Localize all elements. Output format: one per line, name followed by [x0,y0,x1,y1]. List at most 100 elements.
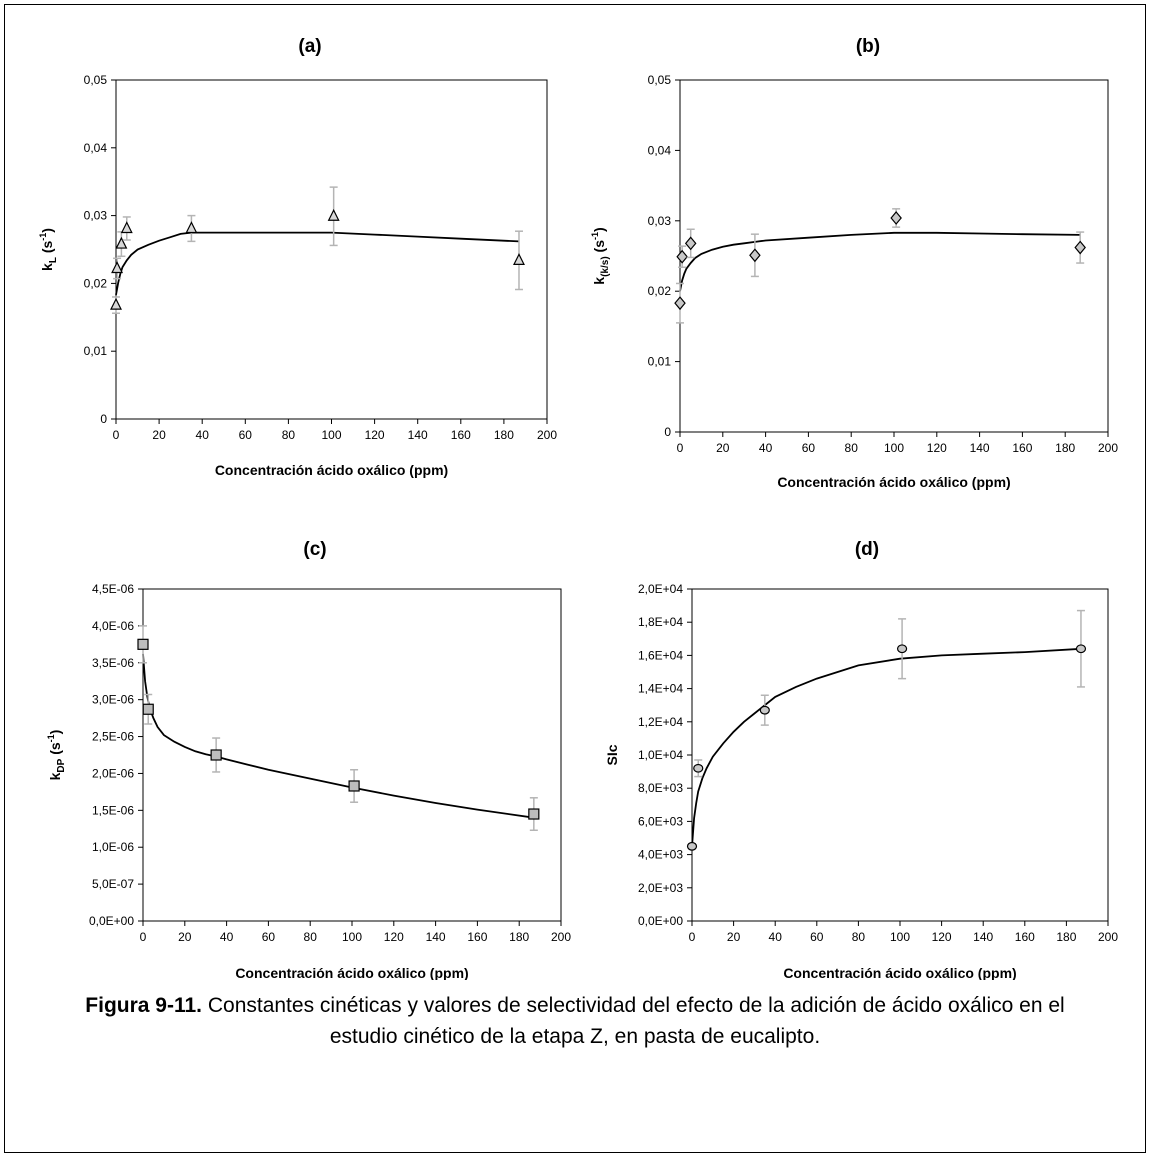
x-tick-label: 160 [451,428,471,442]
x-tick-label: 160 [1012,441,1032,455]
y-label-subscript: DP [56,758,67,772]
y-label-unit: (s [591,240,607,257]
x-tick-label: 20 [716,441,730,455]
x-tick-label: 140 [970,441,990,455]
x-tick-label: 140 [408,428,428,442]
x-tick-label: 20 [727,930,741,944]
x-tick-label: 80 [282,428,296,442]
y-tick-label: 2,5E-06 [92,730,134,744]
y-label-base: SIc [604,744,620,765]
x-tick-label: 0 [113,428,120,442]
y-tick-label: 1,2E+04 [638,715,683,729]
fit-curve [142,653,534,819]
data-point-triangle [115,236,128,249]
x-tick-label: 120 [927,441,947,455]
x-tick-label: 120 [384,930,404,944]
y-tick-label: 0,02 [84,276,108,290]
data-point-triangle [327,208,340,221]
data-point-circle [686,841,698,851]
x-tick-label: 100 [884,441,904,455]
y-label-base: k [39,263,55,271]
data-point-square [348,780,360,792]
y-tick-label: 5,0E-07 [92,877,134,891]
y-tick-label: 2,0E+03 [638,881,683,895]
x-tick-label: 40 [759,441,773,455]
chart-c: (c) 0 20 40 60 80 100 120 140 160 180 200 0,0E+00 5,0… [46,539,571,980]
y-tick-label: 1,6E+04 [638,648,683,662]
x-tick-label: 100 [321,428,341,442]
caption-text: Constantes cinéticas y valores de select… [207,994,1065,1048]
data-point-diamond [890,211,902,225]
chart-title: (b) [856,36,880,57]
data-point-circle [1075,644,1087,654]
data-point-diamond [674,296,686,311]
x-tick-label: 140 [973,930,993,944]
y-axis-label: kDP (s-1) [46,730,67,781]
y-axis-label: kL (s-1) [38,228,59,271]
data-point-circle [896,644,908,654]
y-tick-label: 1,0E-06 [92,840,134,854]
chart-title: (d) [855,539,879,560]
y-label-unit: (s [39,241,55,258]
y-label-superscript: -1 [38,233,48,241]
chart-title: (a) [298,36,321,57]
y-tick-label: 1,4E+04 [638,682,683,696]
plot-area [115,79,548,420]
y-label-unit: (s [47,742,63,759]
y-tick-label: 4,0E+03 [638,848,683,862]
x-tick-label: 40 [220,930,234,944]
x-tick-label: 40 [196,428,210,442]
charts-canvas: (a)0 20 40 60 80 100 120 140 160 180 20000,010,020… [38,36,1118,980]
data-point-square [528,808,540,820]
data-point-triangle [185,221,198,234]
y-label-base: k [47,772,63,780]
x-tick-label: 60 [262,930,276,944]
y-label-close: ) [47,730,63,735]
figure-caption: Figura 9-11. Constantes cinéticas y valo… [60,990,1090,1052]
x-tick-label: 120 [365,428,385,442]
y-tick-label: 0,02 [648,284,672,298]
y-tick-label: 0,03 [84,209,108,223]
y-tick-label: 3,5E-06 [92,656,134,670]
x-tick-label: 0 [689,930,696,944]
x-tick-label: 200 [551,930,571,944]
x-tick-label: 180 [509,930,529,944]
x-tick-label: 100 [890,930,910,944]
data-point-diamond [749,248,761,263]
figure-frame [4,4,1146,1153]
data-point-square [137,638,149,650]
x-tick-label: 160 [1015,930,1035,944]
data-point-square [210,749,222,761]
y-tick-label: 0 [664,425,671,439]
chart-title: (c) [303,539,326,560]
x-tick-label: 140 [426,930,446,944]
data-point-circle [759,705,770,715]
y-label-superscript: -1 [46,734,56,742]
y-tick-label: 1,8E+04 [638,615,683,629]
data-point-triangle [120,221,133,234]
x-axis-label: Concentración ácido oxálico (ppm) [783,965,1016,980]
x-tick-label: 60 [810,930,824,944]
y-tick-label: 6,0E+03 [638,814,683,828]
x-tick-label: 0 [140,930,147,944]
data-point-triangle [513,253,525,265]
y-label-subscript: (k/s) [600,256,611,277]
y-label-close: ) [591,227,607,232]
x-tick-label: 100 [342,930,362,944]
y-tick-label: 1,5E-06 [92,803,134,817]
x-tick-label: 200 [537,428,557,442]
y-axis-label: k(k/s) (s-1) [590,227,611,284]
x-tick-label: 80 [304,930,318,944]
data-point-diamond [676,249,688,264]
y-tick-label: 0,04 [84,141,108,155]
y-tick-label: 0,01 [84,344,108,358]
x-tick-label: 60 [802,441,816,455]
y-tick-label: 3,0E-06 [92,693,134,707]
x-tick-label: 160 [467,930,487,944]
x-tick-label: 180 [494,428,514,442]
y-tick-label: 4,0E-06 [92,619,134,633]
data-point-diamond [684,236,697,251]
y-tick-label: 0 [100,412,107,426]
chart-b: (b) 0 20 40 60 80 100 120 140 160 180 200 0 0,01 0,02 0… [590,36,1118,490]
y-tick-label: 2,0E-06 [92,766,134,780]
